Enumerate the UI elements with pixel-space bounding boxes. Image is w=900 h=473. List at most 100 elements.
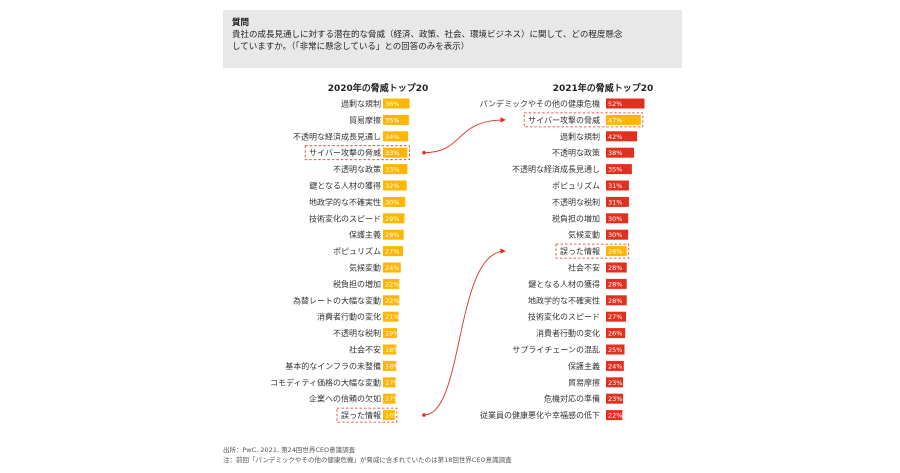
- bar-2021: [606, 114, 641, 125]
- category-label-2020: 基本的なインフラの未整備: [285, 361, 381, 371]
- value-label-2020: 36%: [385, 100, 399, 108]
- bar-2021: [606, 278, 627, 289]
- category-label-2021: 保護主義: [568, 361, 600, 371]
- category-label-2021: 気候変動: [568, 230, 600, 240]
- category-label-2020: ポピュリズム: [333, 246, 381, 256]
- bar-2021: [606, 344, 625, 355]
- connector-arrow: [423, 117, 506, 154]
- highlight-box-2021: [523, 112, 644, 128]
- bar-2021: [606, 98, 645, 109]
- value-label-2020: 18%: [385, 346, 399, 354]
- value-label-2021: 35%: [608, 166, 622, 174]
- value-label-2020: 28%: [385, 231, 399, 239]
- category-label-2021: 不透明な経済成長見通し: [512, 164, 600, 174]
- bar-2021: [606, 410, 623, 421]
- category-label-2020: 不透明な経済成長見通し: [293, 131, 381, 141]
- category-label-2020: 地政学的な不確実性: [309, 197, 381, 207]
- value-label-2020: 22%: [385, 297, 399, 305]
- category-label-2020: 貿易摩擦: [349, 115, 381, 125]
- category-label-2021: 不透明な政策: [552, 148, 600, 158]
- bar-2020: [383, 147, 408, 158]
- bar-2020: [383, 328, 398, 339]
- category-label-2021: 地政学的な不確実性: [528, 295, 600, 305]
- category-label-2020: 為替レートの大幅な変動: [293, 295, 381, 305]
- value-label-2021: 47%: [608, 116, 622, 124]
- value-label-2020: 24%: [385, 264, 399, 272]
- category-label-2020: 企業への信頼の欠如: [309, 394, 381, 404]
- category-label-2021: 貿易摩擦: [568, 377, 600, 387]
- category-label-2021: サイバー攻撃の脅威: [528, 115, 600, 125]
- question-line-2: していますか。（「非常に懸念している」との回答のみを表示）: [232, 42, 470, 52]
- category-label-2021: 従業員の健康悪化や幸福感の低下: [480, 410, 600, 420]
- value-label-2021: 38%: [608, 149, 622, 157]
- category-label-2021: パンデミックやその他の健康危機: [480, 99, 600, 109]
- value-label-2020: 17%: [385, 379, 399, 387]
- value-label-2021: 22%: [608, 412, 622, 420]
- value-label-2020: 22%: [385, 280, 399, 288]
- bar-2021: [606, 328, 626, 339]
- highlight-box-2020: [336, 407, 398, 423]
- bar-2020: [383, 377, 396, 388]
- bar-2021: [606, 393, 623, 404]
- value-label-2020: 33%: [385, 166, 399, 174]
- category-label-2020: 税負担の増加: [333, 279, 381, 289]
- category-label-2021: ポピュリズム: [552, 181, 600, 191]
- bar-2021: [606, 196, 629, 207]
- category-label-2020: 不透明な政策: [333, 164, 381, 174]
- value-label-2020: 35%: [385, 116, 399, 124]
- value-label-2020: 29%: [385, 215, 399, 223]
- connector-dot: [422, 413, 426, 417]
- value-label-2021: 42%: [608, 133, 622, 141]
- bar-2020: [383, 295, 400, 306]
- bar-2021: [606, 229, 629, 240]
- bar-2021: [606, 213, 629, 224]
- bar-2020: [383, 311, 399, 322]
- value-label-2021: 26%: [608, 330, 622, 338]
- value-label-2020: 19%: [385, 330, 399, 338]
- value-label-2020: 21%: [385, 313, 399, 321]
- highlight-box-2021: [555, 243, 630, 259]
- bar-2020: [383, 410, 395, 421]
- value-label-2021: 30%: [608, 215, 622, 223]
- value-label-2021: 27%: [608, 313, 622, 321]
- value-label-2021: 28%: [608, 264, 622, 272]
- bar-2021: [606, 262, 627, 273]
- category-label-2020: 技術変化のスピード: [309, 213, 381, 223]
- chart-title-2021: 2021年の脅威トップ20: [553, 82, 654, 94]
- bar-2020: [383, 262, 401, 273]
- value-label-2020: 30%: [385, 198, 399, 206]
- bar-2020: [383, 246, 403, 257]
- bar-2021: [606, 131, 638, 142]
- category-label-2020: 誤った情報: [341, 410, 381, 420]
- value-label-2021: 28%: [608, 297, 622, 305]
- bar-2020: [383, 213, 405, 224]
- category-label-2021: 誤った情報: [560, 246, 600, 256]
- highlight-box-2020: [304, 145, 410, 161]
- bar-2020: [383, 278, 400, 289]
- category-label-2020: コモディティ価格の大幅な変動: [270, 377, 381, 387]
- category-label-2020: 不透明な税制: [333, 328, 381, 338]
- value-label-2021: 25%: [608, 346, 622, 354]
- bar-2020: [383, 131, 409, 142]
- value-label-2020: 32%: [385, 182, 399, 190]
- value-label-2020: 33%: [385, 149, 399, 157]
- bar-2020: [383, 114, 409, 125]
- value-label-2021: 30%: [608, 231, 622, 239]
- value-label-2021: 28%: [608, 280, 622, 288]
- category-label-2020: 鍵となる人材の獲得: [309, 181, 381, 191]
- category-label-2021: 鍵となる人材の獲得: [528, 279, 600, 289]
- category-label-2021: 過剰な規制: [560, 131, 600, 141]
- question-heading: 質問: [232, 18, 250, 28]
- value-label-2020: 17%: [385, 395, 399, 403]
- value-label-2021: 28%: [608, 248, 622, 256]
- bar-2021: [606, 295, 627, 306]
- value-label-2021: 52%: [608, 100, 622, 108]
- bar-2021: [606, 164, 632, 175]
- bar-2021: [606, 377, 623, 388]
- category-label-2021: 技術変化のスピード: [528, 312, 600, 322]
- footer-note: 注：前回「パンデミックやその他の健康危機」が脅威に含まれていたのは第18回世界C…: [223, 456, 512, 464]
- value-label-2021: 23%: [608, 379, 622, 387]
- category-label-2021: 危機対応の準備: [544, 394, 600, 404]
- connector-dot: [422, 150, 426, 155]
- value-label-2021: 23%: [608, 395, 622, 403]
